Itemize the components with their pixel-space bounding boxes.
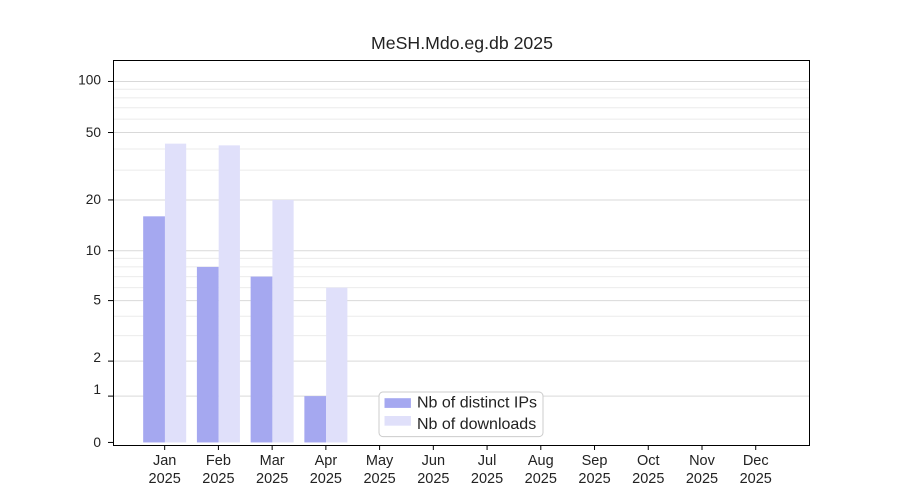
svg-text:2: 2 bbox=[93, 350, 101, 365]
svg-text:Jun: Jun bbox=[422, 453, 445, 469]
svg-text:2025: 2025 bbox=[202, 471, 234, 487]
svg-text:Nov: Nov bbox=[689, 453, 716, 469]
svg-text:2025: 2025 bbox=[417, 471, 449, 487]
svg-text:Mar: Mar bbox=[260, 453, 285, 469]
svg-text:MeSH.Mdo.eg.db 2025: MeSH.Mdo.eg.db 2025 bbox=[371, 33, 553, 53]
svg-text:Jul: Jul bbox=[478, 453, 497, 469]
svg-text:10: 10 bbox=[86, 243, 102, 258]
svg-text:Aug: Aug bbox=[528, 453, 554, 469]
svg-text:Nb of downloads: Nb of downloads bbox=[417, 416, 536, 433]
svg-text:Feb: Feb bbox=[206, 453, 231, 469]
svg-text:2025: 2025 bbox=[525, 471, 557, 487]
svg-text:2025: 2025 bbox=[740, 471, 772, 487]
svg-text:Jan: Jan bbox=[153, 453, 176, 469]
svg-text:2025: 2025 bbox=[632, 471, 664, 487]
svg-text:2025: 2025 bbox=[256, 471, 288, 487]
svg-text:20: 20 bbox=[86, 192, 102, 207]
svg-text:50: 50 bbox=[86, 125, 102, 140]
svg-text:5: 5 bbox=[93, 293, 101, 308]
svg-text:1: 1 bbox=[93, 382, 101, 397]
svg-text:Dec: Dec bbox=[743, 453, 769, 469]
svg-text:0: 0 bbox=[93, 435, 101, 450]
svg-text:2025: 2025 bbox=[310, 471, 342, 487]
svg-text:Apr: Apr bbox=[315, 453, 338, 469]
svg-text:2025: 2025 bbox=[149, 471, 181, 487]
svg-text:Sep: Sep bbox=[582, 453, 608, 469]
svg-text:100: 100 bbox=[78, 73, 101, 88]
svg-text:2025: 2025 bbox=[471, 471, 503, 487]
svg-text:May: May bbox=[366, 453, 394, 469]
svg-text:2025: 2025 bbox=[363, 471, 395, 487]
svg-text:Nb of distinct IPs: Nb of distinct IPs bbox=[417, 395, 537, 412]
svg-text:2025: 2025 bbox=[578, 471, 610, 487]
svg-text:2025: 2025 bbox=[686, 471, 718, 487]
svg-text:Oct: Oct bbox=[637, 453, 660, 469]
